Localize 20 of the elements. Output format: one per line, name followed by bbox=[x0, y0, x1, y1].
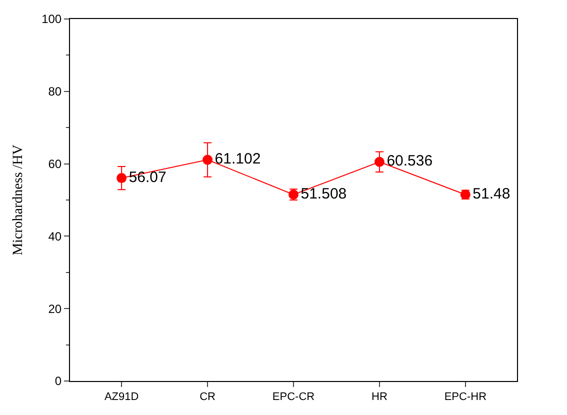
y-tick-label: 80 bbox=[48, 84, 62, 99]
y-tick-label: 100 bbox=[42, 12, 62, 26]
x-tick-label: AZ91D bbox=[104, 391, 139, 404]
data-label: 60.536 bbox=[386, 152, 433, 170]
x-tick-label: CR bbox=[200, 391, 216, 404]
y-tick-label: 60 bbox=[48, 157, 62, 171]
x-tick-label: HR bbox=[372, 391, 388, 404]
x-tick-label: EPC-CR bbox=[272, 391, 315, 404]
y-tick-label: 0 bbox=[54, 374, 62, 388]
y-axis-title: Microhardness /HV bbox=[11, 144, 26, 256]
data-label: 51.48 bbox=[472, 185, 510, 202]
data-label: 61.102 bbox=[214, 150, 261, 168]
x-tick-label: EPC-HR bbox=[444, 391, 487, 404]
point bbox=[202, 154, 213, 165]
point bbox=[116, 173, 127, 184]
y-tick-label: 40 bbox=[48, 229, 62, 244]
point bbox=[374, 156, 384, 167]
y-tick-label: 20 bbox=[48, 302, 62, 316]
data-label: 51.508 bbox=[300, 185, 347, 202]
data-label: 56.07 bbox=[128, 168, 166, 186]
